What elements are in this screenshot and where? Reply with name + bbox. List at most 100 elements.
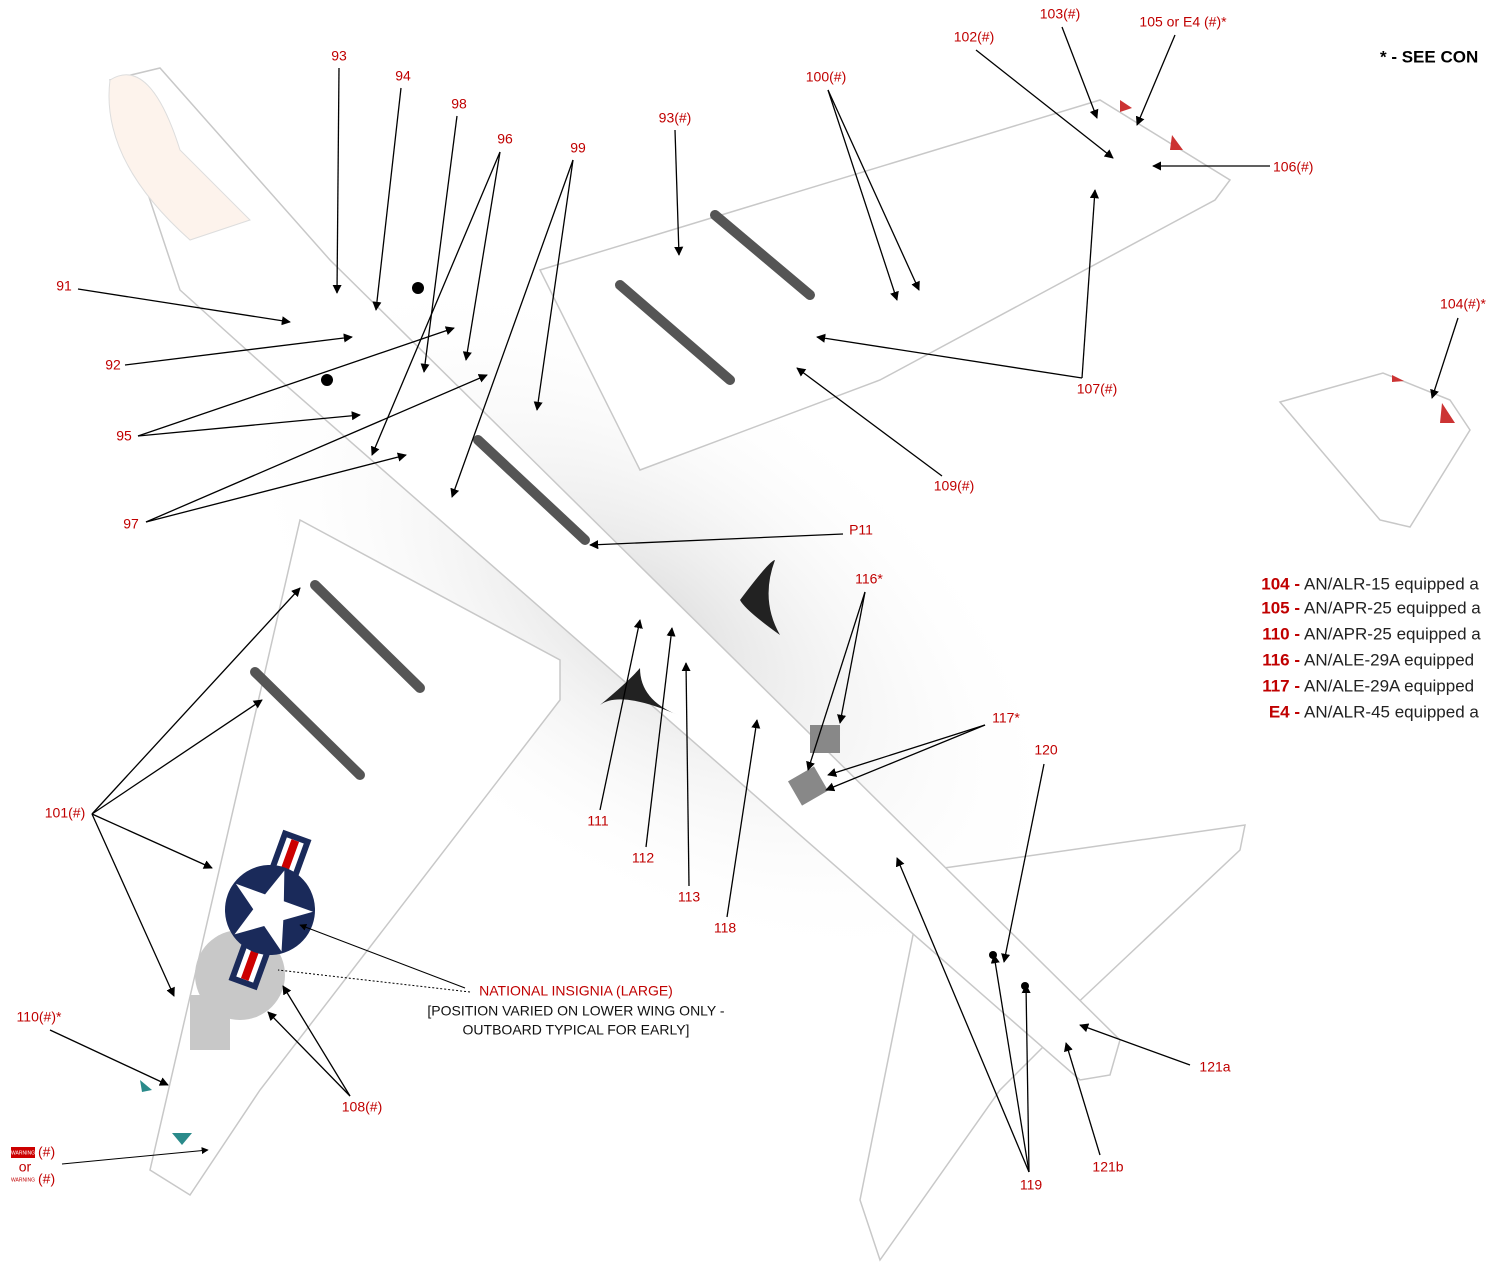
legend-text: AN/ALR-45 equipped a [1304, 702, 1479, 721]
warning-mark: (#) [38, 1171, 55, 1187]
legend-code: 104 - [1261, 574, 1300, 593]
callout-label: 100(#) [806, 69, 846, 85]
leader-line [137, 326, 455, 437]
leader-line [599, 619, 643, 811]
callout-label: 118 [714, 920, 737, 936]
legend-code: 116 - [1262, 650, 1300, 669]
callout-label: 121b [1092, 1159, 1123, 1175]
national-insignia [190, 829, 315, 1050]
callout-label: 119 [1020, 1177, 1043, 1193]
leader-line [726, 719, 761, 918]
callout-label: 102(#) [954, 29, 994, 45]
leader-line [806, 591, 866, 771]
callout-label: 103(#) [1040, 6, 1080, 22]
leader-line [420, 115, 458, 373]
leader-line [137, 411, 361, 437]
leader-line [332, 67, 342, 294]
legend-text: AN/ALR-15 equipped a [1304, 574, 1479, 593]
leader-line [825, 724, 986, 792]
warning-tag: WARNING [11, 1150, 35, 1156]
insignia-note: OUTBOARD TYPICAL FOR EARLY] [463, 1022, 690, 1038]
leader-line [895, 857, 1030, 1173]
leader-line [370, 151, 501, 456]
leader-line [975, 49, 1114, 159]
leader-line [61, 1147, 209, 1165]
leader-line [372, 87, 402, 311]
warning-key: WARNING (#) or WARNING (#) [11, 1144, 209, 1187]
note-header: * - SEE CON [1380, 47, 1478, 66]
insignia-note: [POSITION VARIED ON LOWER WING ONLY - [427, 1003, 724, 1019]
leader-line [827, 89, 920, 291]
leader-line [145, 452, 407, 523]
warning-or: or [19, 1159, 32, 1175]
leader-line [681, 662, 691, 887]
callout-label: 104(#)* [1440, 296, 1486, 312]
leader-line [124, 333, 353, 366]
callout-label: 98 [451, 96, 467, 112]
callout-label: 112 [632, 850, 655, 866]
leader-line [450, 159, 574, 498]
callout-label: 94 [395, 68, 411, 84]
aircraft [108, 67, 1471, 1262]
callout-label: 101(#) [45, 805, 85, 821]
callout-label: 106(#) [1273, 159, 1313, 175]
legend-code: 117 - [1262, 676, 1300, 695]
callout-label: 91 [56, 278, 72, 294]
callout-label: 93(#) [659, 110, 692, 126]
leader-line [645, 627, 676, 848]
callout-label: 116* [855, 571, 883, 587]
callout-label: 107(#) [1077, 381, 1117, 397]
callout-label: 99 [570, 140, 586, 156]
leader-line [91, 587, 301, 815]
callout-label: 105 or E4 (#)* [1139, 14, 1227, 30]
leader-line [91, 813, 213, 869]
callout-label: 117* [992, 710, 1020, 726]
insignia-title: NATIONAL INSIGNIA (LARGE) [479, 983, 673, 999]
leader-line [837, 591, 866, 724]
callout-label: 113 [678, 889, 701, 905]
leader-line [1001, 763, 1045, 963]
legend-text: AN/ALE-29A equipped [1304, 676, 1474, 695]
legend-code: E4 - [1269, 702, 1300, 721]
leader-line [277, 969, 471, 993]
leader-line [827, 724, 986, 777]
warning-tag: WARNING [11, 1177, 35, 1183]
leader-line [1021, 984, 1031, 1173]
leader-line [91, 813, 175, 997]
legend-text: AN/APR-25 equipped a [1304, 624, 1481, 643]
legend-code: 105 - [1261, 598, 1300, 617]
callout-label: P11 [849, 522, 873, 538]
callout-label: 95 [116, 428, 132, 444]
legend-text: AN/APR-25 equipped a [1304, 598, 1481, 617]
leader-line [990, 954, 1030, 1173]
leader-line [827, 89, 899, 301]
leader-line [91, 699, 263, 815]
leader-line [462, 151, 501, 361]
callout-label: 92 [105, 357, 121, 373]
callout-label: 96 [497, 131, 513, 147]
leader-line [282, 985, 351, 1097]
leader-line [796, 367, 943, 477]
leader-line [816, 333, 1083, 379]
callout-label: 121a [1199, 1059, 1230, 1075]
callout-label: 97 [123, 516, 139, 532]
leader-line [674, 129, 684, 256]
leader-line [1061, 26, 1099, 119]
leader-line [589, 533, 844, 550]
legend-text: AN/ALE-29A equipped [1304, 650, 1474, 669]
leader-line [77, 288, 291, 326]
leader-line [533, 159, 574, 411]
callout-label: 93 [331, 48, 347, 64]
callout-label: 110(#)* [17, 1009, 62, 1025]
callout-label: 111 [587, 813, 608, 829]
leader-line [1081, 189, 1099, 379]
leader-line [267, 1011, 351, 1097]
callout-label: 120 [1034, 742, 1058, 758]
leader-line [1079, 1023, 1191, 1066]
leader-line [145, 374, 488, 523]
legend-code: 110 - [1262, 624, 1300, 643]
leader-line [1135, 34, 1176, 126]
callout-label: 108(#) [342, 1099, 382, 1115]
warning-mark: (#) [38, 1144, 55, 1160]
